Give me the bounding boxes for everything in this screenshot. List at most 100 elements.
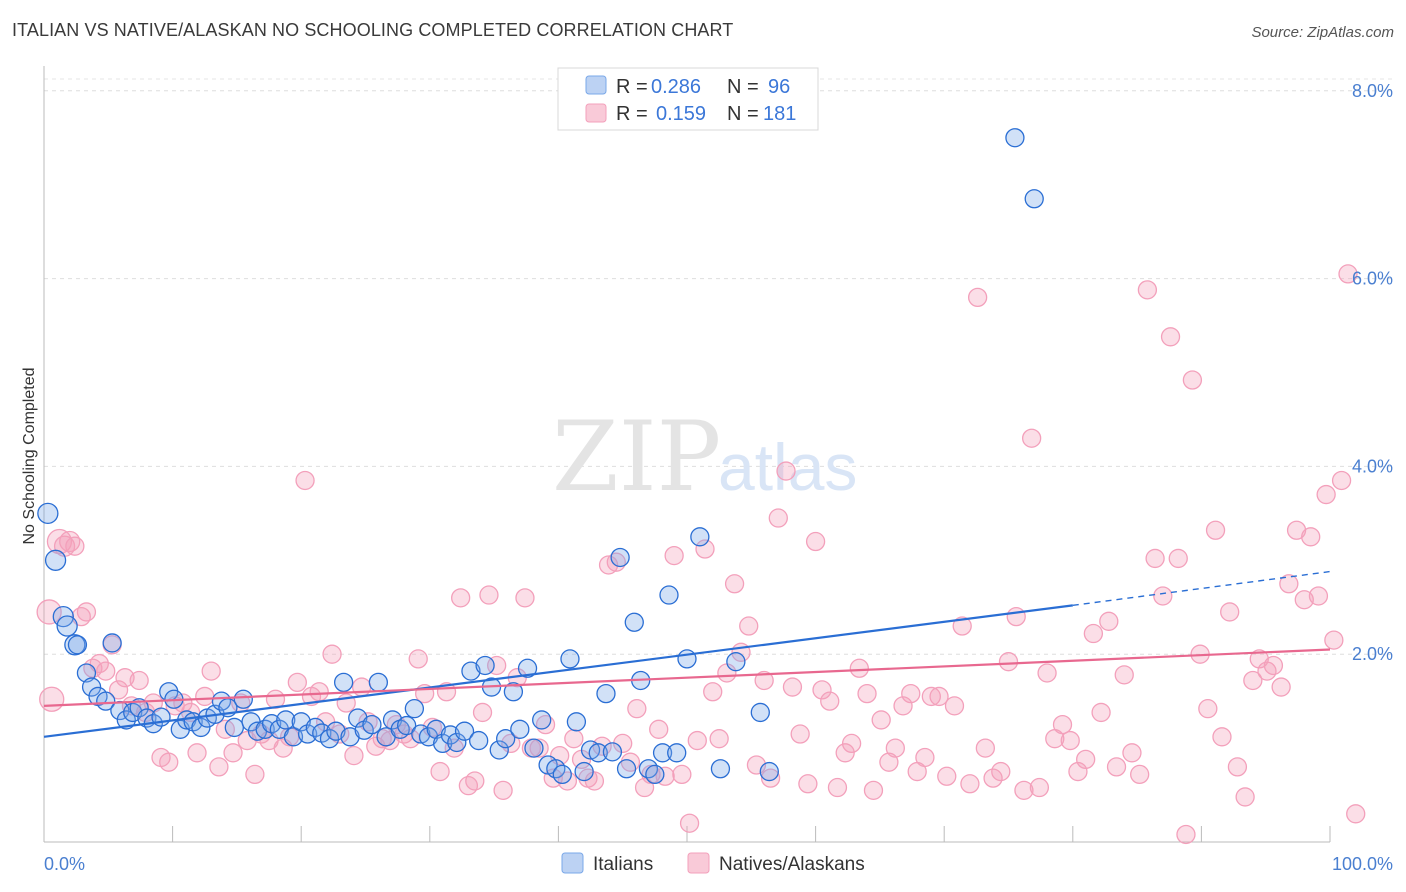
italians-point (447, 732, 467, 753)
italians-point (574, 761, 594, 782)
natives-point (998, 652, 1019, 672)
bottom-legend-swatch-italians (561, 852, 584, 874)
italians-point (362, 714, 382, 735)
italians-point (667, 743, 687, 763)
italians-point (759, 761, 779, 782)
natives-point (1286, 520, 1307, 540)
natives-point (820, 691, 840, 711)
y-tick-label: 4.0% (1352, 456, 1393, 476)
natives-point (1021, 428, 1042, 448)
natives-point (960, 774, 980, 794)
italians-point (333, 672, 354, 693)
italians-point (475, 655, 495, 676)
natives-point (679, 813, 700, 833)
italians-point (81, 677, 102, 697)
natives-point (915, 747, 935, 768)
natives-point (975, 738, 996, 758)
natives-point (1145, 548, 1165, 569)
legend-r-value-2: 0.159 (656, 103, 706, 125)
italians-point (596, 683, 616, 704)
italians-point (44, 549, 67, 571)
natives-point (59, 530, 81, 553)
italians-point (566, 712, 587, 732)
italians-point (1024, 189, 1044, 209)
italians-point (404, 699, 425, 719)
natives-point (1122, 743, 1142, 763)
natives-point (1308, 586, 1329, 606)
italians-point (616, 759, 637, 779)
italians-point (116, 710, 136, 730)
natives-point (1301, 527, 1321, 547)
natives-point (1294, 590, 1314, 610)
natives-point (1068, 761, 1088, 782)
italians-point (645, 764, 665, 785)
italians-point (677, 649, 697, 669)
natives-point (1249, 649, 1269, 669)
italians-point (397, 715, 417, 736)
legend-swatch-natives (585, 103, 607, 123)
natives-point (952, 616, 972, 636)
natives-point (1198, 699, 1218, 719)
italians-point (191, 717, 211, 738)
natives-point (703, 682, 723, 702)
bottom-legend: Italians Natives/Alaskans (561, 852, 865, 875)
natives-point (760, 768, 781, 788)
natives-point (1331, 470, 1352, 491)
natives-point (1130, 764, 1150, 785)
natives-point (790, 724, 810, 744)
bottom-legend-label-italians: Italians (593, 854, 653, 875)
italians-point (552, 764, 572, 785)
natives-point (1243, 670, 1263, 691)
legend: R = 0.286 N = 96 R = 0.159 N = 181 (557, 67, 819, 131)
natives-point (739, 616, 759, 636)
italians-point (652, 743, 673, 763)
italians-point (326, 721, 346, 741)
italians-point (659, 585, 679, 605)
natives-points (36, 264, 1366, 845)
natives-point (96, 661, 116, 681)
natives-point (709, 729, 729, 749)
natives-point (1338, 264, 1358, 284)
natives-point (598, 555, 619, 575)
natives-point (901, 683, 921, 704)
legend-r-label-1: R = (616, 76, 648, 98)
legend-n-label-2: N = (727, 103, 759, 125)
italians-point (96, 691, 116, 711)
natives-point (129, 670, 149, 691)
natives-point (209, 757, 229, 777)
natives-point (967, 287, 988, 308)
legend-r-value-1: 0.286 (651, 76, 701, 98)
natives-point (493, 780, 513, 801)
natives-point (201, 661, 221, 681)
natives-point (1279, 574, 1299, 594)
natives-point (159, 752, 179, 772)
italians-point (297, 724, 318, 744)
natives-point (1316, 484, 1336, 505)
italians-point (418, 727, 439, 747)
x-tick-label-max: 100.0% (1332, 854, 1393, 874)
natives-point (309, 682, 329, 702)
natives-point (812, 680, 832, 700)
italians-point (517, 658, 538, 678)
italians-point (283, 727, 304, 747)
trend-lines (43, 570, 1331, 738)
grid-lines (44, 78, 1392, 655)
natives-point (1037, 663, 1057, 683)
natives-point (472, 702, 493, 723)
natives-point (564, 729, 584, 749)
natives-point (1114, 665, 1134, 685)
italians-point (602, 742, 623, 762)
natives-point (1220, 602, 1240, 622)
watermark-atlas: atlas (718, 430, 857, 504)
natives-point (841, 733, 862, 754)
natives-point (1205, 520, 1226, 540)
natives-point (944, 696, 965, 716)
natives-point (408, 649, 428, 669)
italians-point (440, 725, 461, 745)
natives-point (1099, 611, 1119, 631)
natives-point (245, 764, 265, 785)
watermark-zip: ZIP (552, 401, 721, 513)
axes (43, 66, 1331, 843)
natives-trend-line (43, 648, 1331, 707)
italians-point (524, 738, 544, 758)
